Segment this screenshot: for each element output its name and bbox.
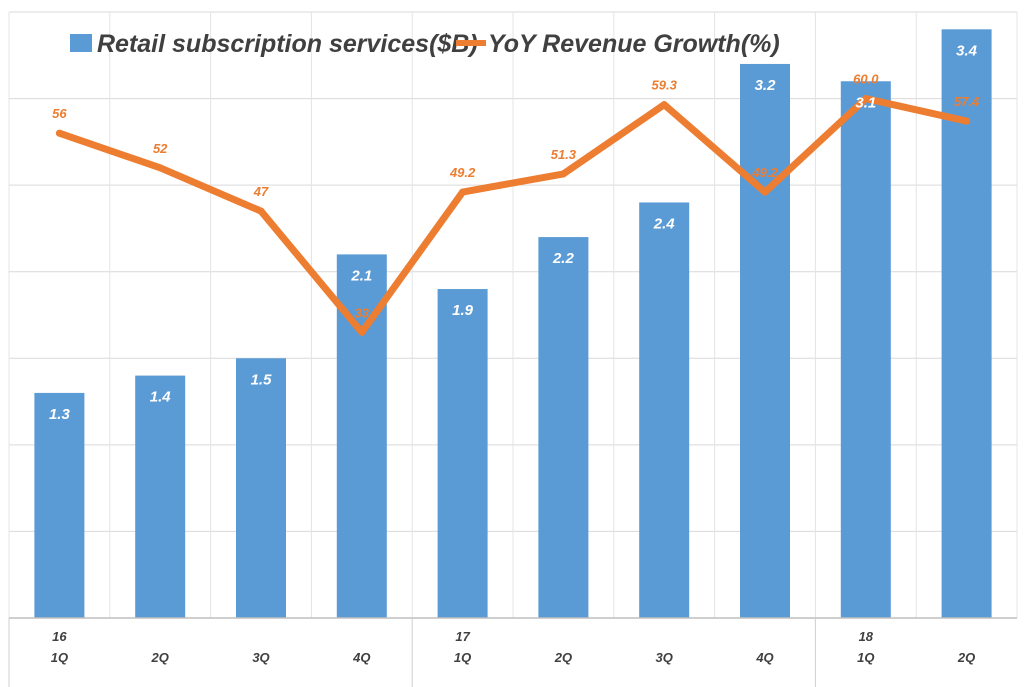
line-value-label: 47 xyxy=(253,184,269,199)
bar xyxy=(840,81,891,618)
bar-value-label: 1.3 xyxy=(49,406,71,423)
x-tick-label: 2Q xyxy=(151,650,169,665)
bar xyxy=(34,392,85,618)
bar-value-label: 1.9 xyxy=(452,302,474,319)
line-point xyxy=(761,188,769,196)
legend-swatch-bars xyxy=(70,34,92,52)
line-value-label: 49.2 xyxy=(751,165,778,180)
x-tick-label: 4Q xyxy=(352,650,370,665)
x-tick-label: 3Q xyxy=(656,650,673,665)
bar-value-label: 2.2 xyxy=(552,250,575,267)
bar xyxy=(740,63,790,618)
bar xyxy=(639,202,690,618)
line-point xyxy=(660,101,668,109)
bar xyxy=(236,358,286,618)
x-tick-label: 4Q xyxy=(755,650,773,665)
line-point xyxy=(55,129,63,137)
bar-value-label: 2.1 xyxy=(350,267,372,284)
data-labels: 1.3 1.4 1.5 2.1 1.9 2.2 2.4 3.2 3.1 3.4 56 52 47 33 49… xyxy=(49,42,980,423)
x-tick-label: 1Q xyxy=(857,650,874,665)
legend-label-line: YoY Revenue Growth(%) xyxy=(488,30,780,58)
line-point xyxy=(862,95,870,103)
bar xyxy=(437,289,488,618)
bar-series xyxy=(34,29,992,619)
growth-line xyxy=(55,95,971,336)
x-year-label: 17 xyxy=(455,629,470,644)
bar-value-label: 3.2 xyxy=(755,77,777,94)
line-point xyxy=(358,328,366,336)
bar xyxy=(941,29,992,619)
line-point xyxy=(257,207,265,215)
x-tick-label: 2Q xyxy=(957,650,975,665)
bar-value-label: 2.4 xyxy=(653,215,676,232)
x-axis: 1Q 16 2Q 3Q 4Q 1Q 17 2Q 3Q 4Q 1Q 18 2Q xyxy=(8,617,1017,687)
line-point xyxy=(156,164,164,172)
bar xyxy=(538,237,589,619)
bar-value-label: 3.1 xyxy=(855,94,876,111)
bar-value-label: 3.4 xyxy=(956,42,978,59)
line-point xyxy=(963,117,971,125)
bar xyxy=(135,375,186,618)
line-value-label: 59.3 xyxy=(652,78,678,93)
line-value-label: 33 xyxy=(355,305,370,320)
bar-value-label: 1.5 xyxy=(251,371,273,388)
x-tick-label: 1Q xyxy=(454,650,471,665)
bar-value-label: 1.4 xyxy=(150,389,172,406)
line-value-label: 60.0 xyxy=(853,72,879,87)
line-point xyxy=(559,170,567,178)
line-value-label: 51.3 xyxy=(551,147,577,162)
x-tick-label: 1Q xyxy=(51,650,68,665)
line-value-label: 52 xyxy=(153,141,168,156)
line-point xyxy=(459,188,467,196)
line-value-label: 57.4 xyxy=(954,94,980,109)
x-tick-label: 2Q xyxy=(554,650,572,665)
line-series xyxy=(55,95,971,336)
x-year-label: 18 xyxy=(859,629,874,644)
line-value-label: 56 xyxy=(52,106,67,121)
x-year-label: 16 xyxy=(52,629,67,644)
line-value-label: 49.2 xyxy=(449,165,476,180)
legend: Retail subscription services($B) YoY Rev… xyxy=(70,30,780,58)
legend-label-bars: Retail subscription services($B) xyxy=(97,30,478,58)
x-tick-label: 3Q xyxy=(252,650,269,665)
